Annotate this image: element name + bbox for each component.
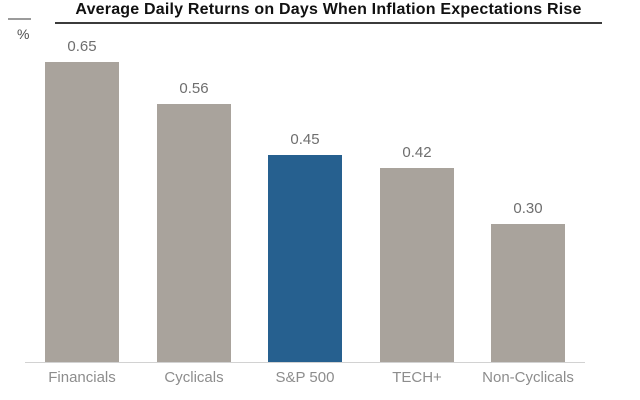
- value-label-tech: 0.42: [402, 144, 432, 161]
- y-axis-unit-label: %: [17, 26, 30, 42]
- x-axis-line: [25, 362, 585, 363]
- chart-title: Average Daily Returns on Days When Infla…: [75, 1, 582, 18]
- value-label-s-p-500: 0.45: [290, 131, 320, 148]
- bar-financials: [45, 62, 119, 362]
- value-label-cyclicals: 0.56: [179, 80, 209, 97]
- bar-s-p-500: [268, 155, 342, 362]
- category-label-cyclicals: Cyclicals: [164, 369, 224, 386]
- category-label-financials: Financials: [48, 369, 116, 386]
- value-label-financials: 0.65: [67, 38, 97, 55]
- bar-cyclicals: [157, 104, 231, 362]
- bar-non-cyclicals: [491, 224, 565, 362]
- category-label-tech: TECH+: [392, 369, 442, 386]
- value-label-non-cyclicals: 0.30: [513, 200, 543, 217]
- category-label-non-cyclicals: Non-Cyclicals: [482, 369, 574, 386]
- header-left-line: [8, 18, 31, 20]
- bar-tech: [380, 168, 454, 362]
- chart-title-underline: Average Daily Returns on Days When Infla…: [55, 1, 602, 24]
- category-label-s-p-500: S&P 500: [275, 369, 335, 386]
